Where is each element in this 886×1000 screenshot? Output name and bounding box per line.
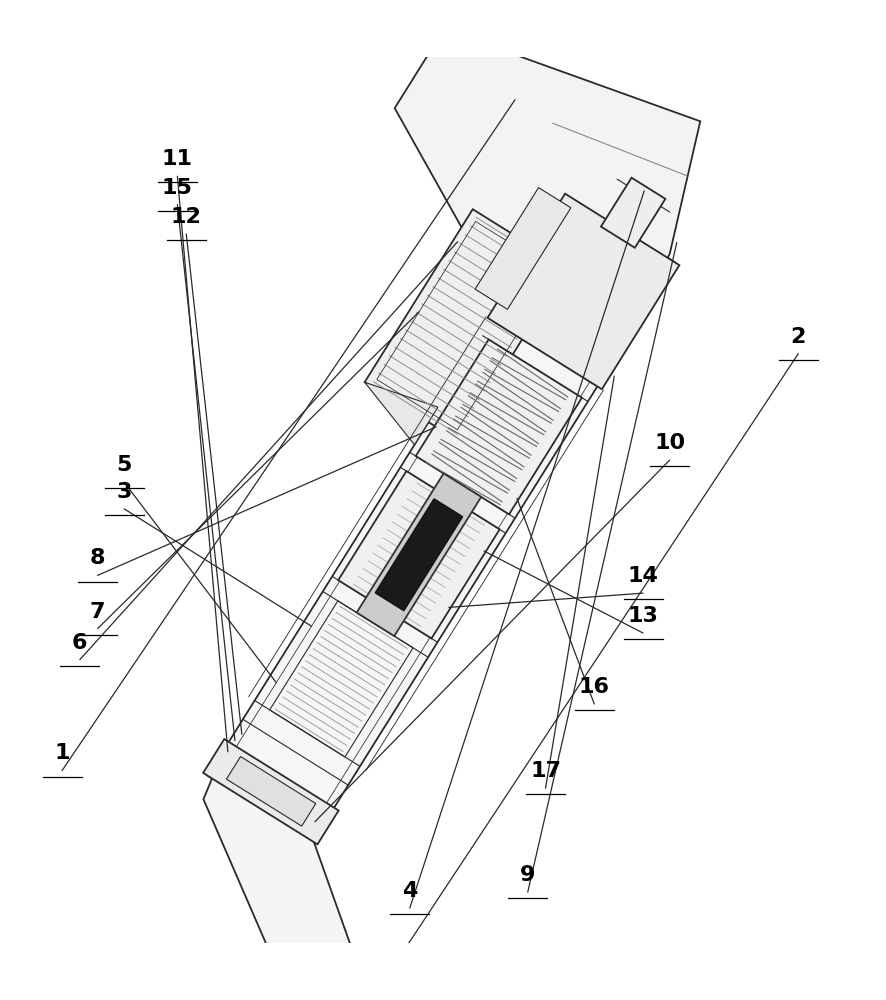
Text: 6: 6 <box>72 633 88 653</box>
Polygon shape <box>364 382 438 445</box>
Polygon shape <box>394 29 699 364</box>
Polygon shape <box>356 473 481 636</box>
Polygon shape <box>207 197 674 842</box>
Text: 14: 14 <box>627 566 657 586</box>
Polygon shape <box>601 178 664 248</box>
Text: 9: 9 <box>519 865 535 885</box>
Polygon shape <box>364 209 566 441</box>
Polygon shape <box>338 471 499 638</box>
Text: 5: 5 <box>116 455 132 475</box>
Polygon shape <box>416 339 581 514</box>
Text: 1: 1 <box>54 743 70 763</box>
Text: 15: 15 <box>162 178 192 198</box>
Polygon shape <box>375 499 462 611</box>
Polygon shape <box>203 739 338 844</box>
Text: 3: 3 <box>116 482 132 502</box>
Polygon shape <box>475 188 571 309</box>
Polygon shape <box>203 774 366 1000</box>
Text: 4: 4 <box>401 881 417 901</box>
Text: 10: 10 <box>653 433 685 453</box>
Text: 2: 2 <box>789 327 805 347</box>
Text: 12: 12 <box>171 207 201 227</box>
Text: 7: 7 <box>89 602 105 622</box>
Text: 8: 8 <box>89 548 105 568</box>
Text: 17: 17 <box>530 761 560 781</box>
Text: 11: 11 <box>162 149 192 169</box>
Text: 13: 13 <box>627 606 657 626</box>
Polygon shape <box>226 757 315 826</box>
Text: 16: 16 <box>579 677 609 697</box>
Polygon shape <box>487 194 679 389</box>
